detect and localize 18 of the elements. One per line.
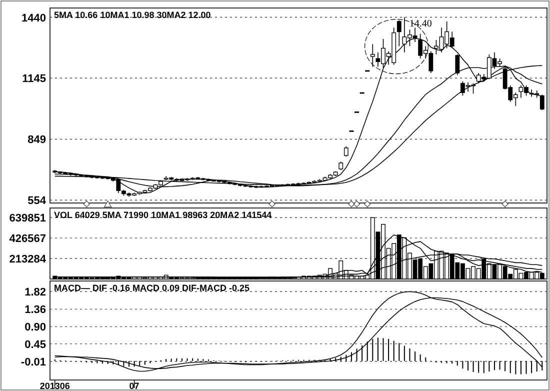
y-tick-label: 849 — [28, 134, 46, 146]
chart-title: 5MA 10.66 10MA1 10.98 30MA2 12.00 — [54, 10, 211, 20]
y-tick-label: 1440 — [22, 12, 46, 24]
y-tick-label: 0.45 — [24, 338, 46, 351]
x-tick-label: 201306 — [40, 381, 70, 391]
chart-title: VOL 64029 5MA 71990 10MA1 98963 20MA2 141544 — [54, 210, 272, 220]
annotation: 14.40 — [409, 18, 432, 30]
y-tick-label: 426567 — [9, 233, 46, 246]
x-tick-label: 07 — [129, 381, 140, 391]
y-tick-label: 639851 — [9, 212, 46, 225]
y-tick-label: 0.90 — [24, 322, 46, 334]
y-tick-label: -0.01 — [20, 356, 46, 368]
y-tick-label: 554 — [28, 195, 47, 208]
y-tick-label: 1.36 — [24, 304, 46, 316]
y-tick-label: 213284 — [9, 254, 47, 266]
chart-title: MACD— DIF -0.16 MACD 0.09 DIF-MACD -0.25 — [54, 283, 250, 293]
y-tick-label: 1145 — [22, 73, 46, 86]
y-tick-label: 1.82 — [24, 286, 46, 299]
